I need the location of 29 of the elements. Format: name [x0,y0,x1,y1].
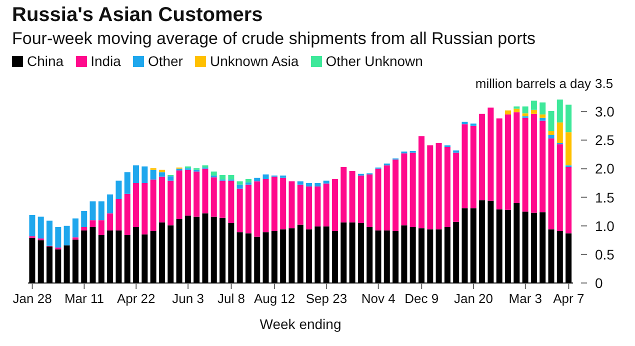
y-tick-label: 2.5 [595,132,615,148]
y-tick-label: 2.0 [595,160,615,177]
x-tick-label: Jul 8 [218,291,246,306]
x-tick-label: Aug 12 [254,291,296,306]
x-tick-label: Mar 11 [64,291,104,306]
legend-label: China [27,53,64,69]
x-tick-label: Apr 7 [553,291,584,306]
y-tick-label: 1.5 [595,189,615,206]
x-tick-label: Jun 3 [172,291,204,306]
y-tick-label: 1.0 [595,218,615,234]
legend-label: Unknown Asia [210,53,299,69]
legend-label: India [90,53,121,69]
legend-label: Other [148,53,183,69]
x-tick-label: Dec 9 [404,291,439,306]
chart-subtitle: Four-week moving average of crude shipments from all Russian ports [12,29,536,49]
y-tick-label: 3.5 [595,76,614,91]
x-tick-label: Nov 4 [361,291,396,306]
y-tick-label: 3.0 [595,104,615,120]
x-tick-label: Jan 20 [454,291,494,306]
y-axis-title: million barrels a day [475,76,592,91]
x-tick-label: Apr 22 [116,291,156,306]
x-tick-label: Mar 3 [508,291,542,306]
y-tick-label: 0 [595,275,603,291]
x-axis-title: Week ending [260,316,342,332]
y-tick-label: 0.5 [595,246,615,262]
chart-title: Russia's Asian Customers [12,4,264,27]
x-tick-label: Jan 28 [12,291,52,306]
legend-label: Other Unknown [326,53,423,69]
x-tick-label: Sep 23 [306,291,348,306]
